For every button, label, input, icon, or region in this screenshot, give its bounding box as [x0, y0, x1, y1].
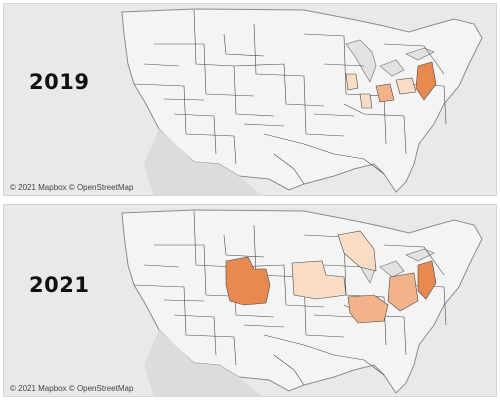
- mexico-land: [144, 330, 262, 396]
- us-map[interactable]: [4, 205, 497, 397]
- map-panel-2021[interactable]: 2021 © 2021 Mapbox © OpenStreetMap: [3, 204, 497, 397]
- map-attribution[interactable]: © 2021 Mapbox © OpenStreetMap: [10, 183, 134, 192]
- year-label: 2019: [29, 70, 90, 94]
- region-northern-illinois: [345, 73, 359, 91]
- region-ohio: [375, 83, 395, 103]
- region-indiana: [359, 93, 373, 109]
- region-mid-atlantic: [387, 272, 419, 312]
- region-ohio-valley: [347, 294, 389, 324]
- region-new-jersey: [417, 260, 437, 300]
- region-iowa-illinois: [291, 260, 347, 300]
- map-panel-2019[interactable]: 2019 © 2021 Mapbox © OpenStreetMap: [3, 3, 497, 196]
- us-map[interactable]: [4, 4, 497, 196]
- year-label: 2021: [29, 273, 90, 297]
- mexico-land: [144, 129, 262, 195]
- highlighted-regions: [345, 61, 437, 109]
- great-lakes: [345, 39, 435, 83]
- map-attribution[interactable]: © 2021 Mapbox © OpenStreetMap: [10, 384, 134, 393]
- region-michigan-wisconsin: [337, 230, 377, 272]
- region-new-jersey-new-york: [415, 61, 437, 101]
- region-pennsylvania: [395, 77, 417, 95]
- region-borders: [133, 9, 447, 185]
- highlighted-regions: [225, 230, 437, 324]
- region-colorado: [225, 256, 271, 306]
